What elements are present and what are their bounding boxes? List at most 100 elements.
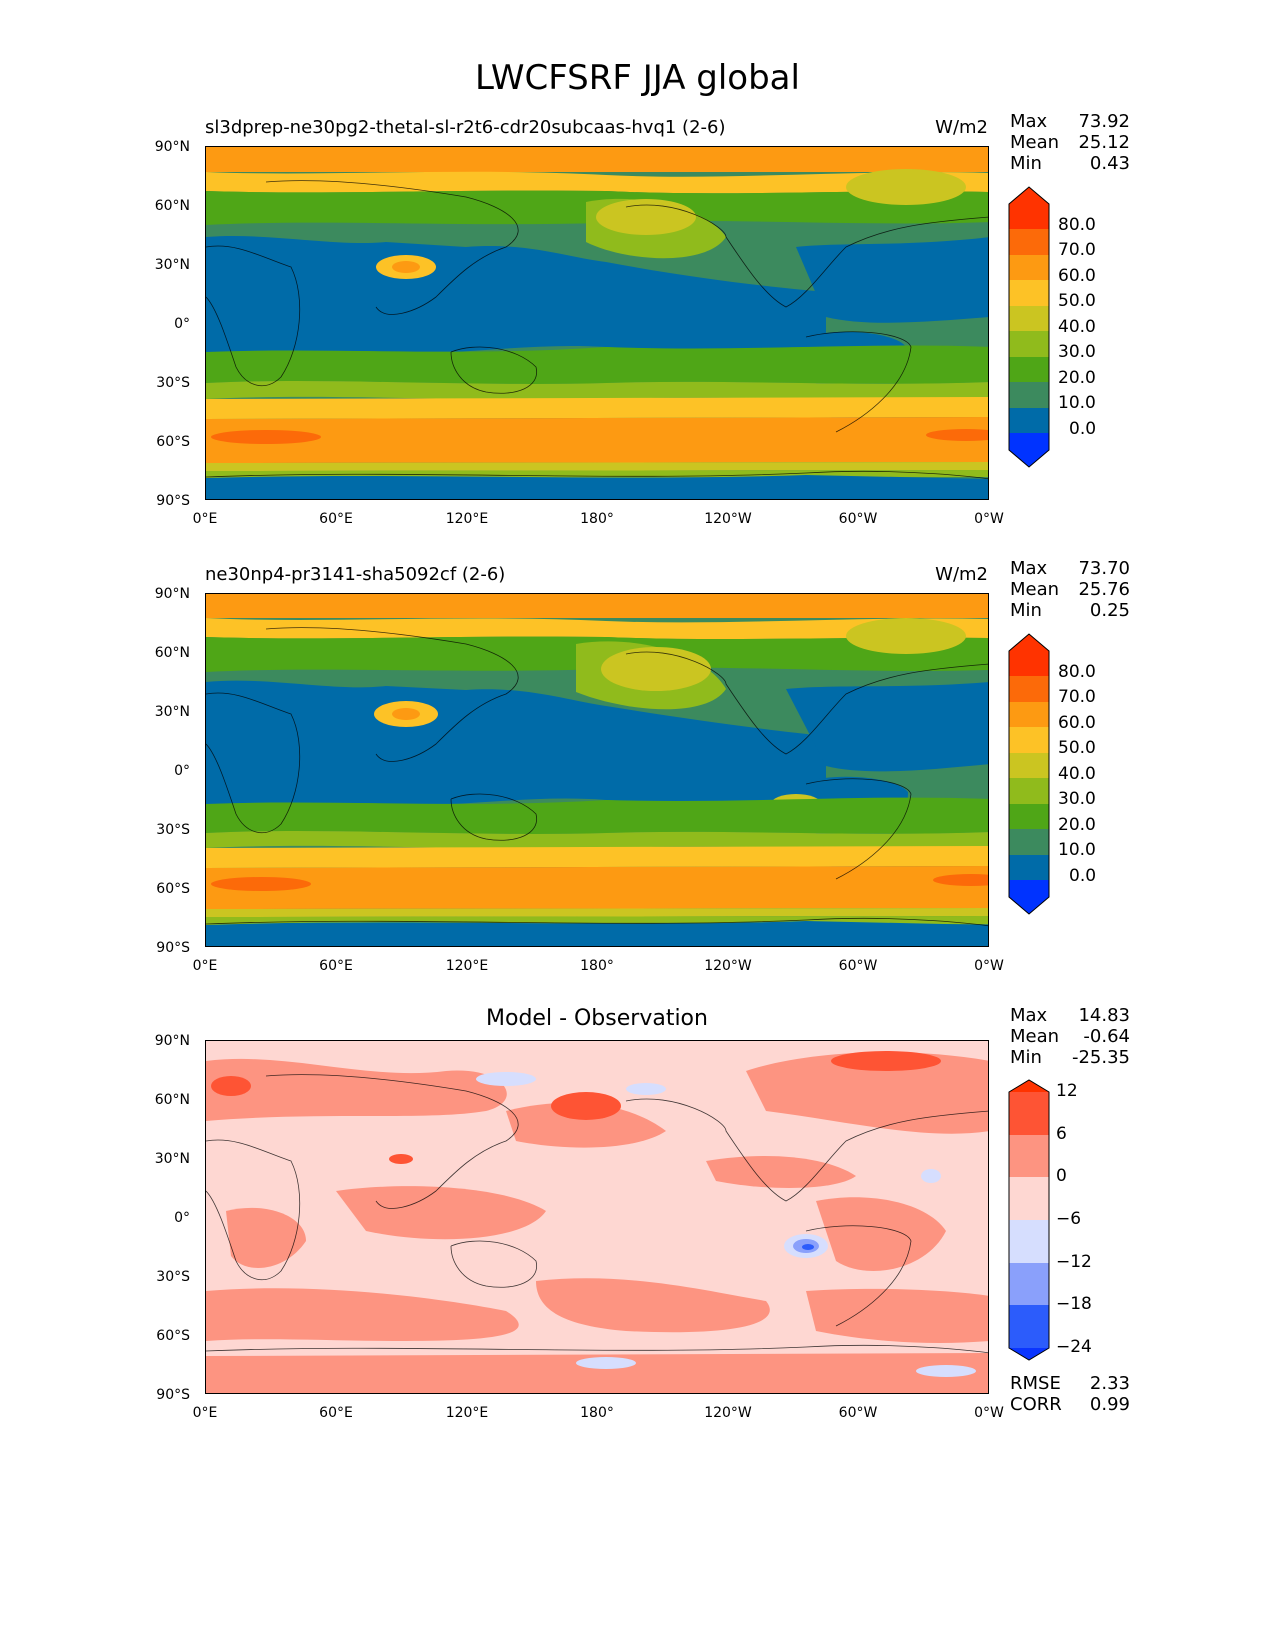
stat-min-label: Min (1010, 1047, 1042, 1068)
colorbar-label: 20.0 (1058, 815, 1096, 835)
colorbar-label: 60.0 (1058, 266, 1096, 286)
lat-tick: 0° (174, 763, 190, 779)
lon-tick: 60°E (319, 1405, 353, 1421)
lon-tick: 120°E (445, 958, 489, 974)
colorbar-label: 50.0 (1058, 738, 1096, 758)
colorbar (1008, 1079, 1050, 1365)
lat-tick: 0° (174, 316, 190, 332)
colorbar-label: 80.0 (1058, 215, 1096, 235)
colorbar-label: 70.0 (1058, 687, 1096, 707)
field-map (206, 147, 988, 499)
lon-tick: 180° (580, 958, 614, 974)
lat-tick: 90°N (154, 586, 190, 602)
colorbar-label: 50.0 (1058, 291, 1096, 311)
lat-tick: 60°S (156, 1328, 190, 1344)
colorbar-label: 10.0 (1058, 840, 1096, 860)
lon-tick: 120°W (704, 511, 752, 527)
difference-map (206, 1041, 988, 1393)
stat-min-value: 0.43 (1089, 153, 1130, 174)
colorbar-label: 40.0 (1058, 764, 1096, 784)
lon-tick: 180° (580, 1405, 614, 1421)
stat-mean-value: 25.12 (1078, 132, 1130, 153)
metric-corr-value: 0.99 (1089, 1394, 1130, 1415)
colorbar-label: 10.0 (1058, 393, 1096, 413)
lat-tick: 30°S (156, 375, 190, 391)
lon-tick: 0°E (192, 1405, 218, 1421)
lat-tick: 60°S (156, 434, 190, 450)
lat-tick: 90°N (154, 1033, 190, 1049)
colorbar-label: 80.0 (1058, 662, 1096, 682)
colorbar-label: 12 (1056, 1081, 1078, 1101)
stat-max-label: Max (1010, 1005, 1048, 1026)
stat-max-value: 73.92 (1078, 111, 1130, 132)
colorbar-label: 0.0 (1069, 419, 1097, 439)
colorbar-label: 6 (1056, 1124, 1067, 1144)
colorbar-label: 0 (1056, 1166, 1067, 1186)
field-map (206, 594, 988, 946)
colorbar-label: 70.0 (1058, 240, 1096, 260)
map-plot-area (205, 1040, 989, 1394)
lat-tick: 0° (174, 1210, 190, 1226)
lat-tick: 90°S (156, 940, 190, 956)
stat-min-label: Min (1010, 153, 1042, 174)
colorbar-label: −12 (1056, 1252, 1092, 1272)
lon-tick: 120°W (704, 1405, 752, 1421)
metric-rmse-label: RMSE (1010, 1373, 1061, 1394)
lat-tick: 30°N (154, 257, 190, 273)
stat-mean-value: -0.64 (1083, 1026, 1130, 1047)
metric-rmse-value: 2.33 (1089, 1373, 1130, 1394)
colorbar-label: 30.0 (1058, 789, 1096, 809)
stat-mean-label: Mean (1010, 579, 1060, 600)
lat-tick: 60°S (156, 881, 190, 897)
lon-tick: 60°W (838, 511, 878, 527)
lat-tick: 30°S (156, 822, 190, 838)
lon-tick: 0°W (974, 511, 1004, 527)
map-plot-area (205, 146, 989, 500)
lon-tick: 120°E (445, 511, 489, 527)
lat-tick: 60°N (154, 645, 190, 661)
colorbar (1008, 186, 1050, 472)
lon-tick: 0°E (192, 958, 218, 974)
lat-tick: 60°N (154, 198, 190, 214)
lon-tick: 180° (580, 511, 614, 527)
lon-tick: 60°W (838, 1405, 878, 1421)
colorbar-label: 20.0 (1058, 368, 1096, 388)
lat-tick: 90°S (156, 493, 190, 509)
lon-tick: 0°E (192, 511, 218, 527)
figure-title: LWCFSRF JJA global (475, 58, 800, 98)
lon-tick: 120°W (704, 958, 752, 974)
colorbar-label: −18 (1056, 1294, 1092, 1314)
stat-max-value: 14.83 (1078, 1005, 1130, 1026)
stat-max-value: 73.70 (1078, 558, 1130, 579)
panel-units: W/m2 (935, 117, 988, 138)
stat-mean-label: Mean (1010, 1026, 1060, 1047)
colorbar (1008, 633, 1050, 919)
lon-tick: 0°W (974, 1405, 1004, 1421)
stat-mean-value: 25.76 (1078, 579, 1130, 600)
panel-title: sl3dprep-ne30pg2-thetal-sl-r2t6-cdr20sub… (205, 117, 726, 138)
stat-max-label: Max (1010, 111, 1048, 132)
panel-units: W/m2 (935, 564, 988, 585)
lat-tick: 30°S (156, 1269, 190, 1285)
lat-tick: 30°N (154, 704, 190, 720)
metric-corr-label: CORR (1010, 1394, 1062, 1415)
lat-tick: 90°S (156, 1387, 190, 1403)
colorbar-label: 60.0 (1058, 713, 1096, 733)
map-plot-area (205, 593, 989, 947)
stat-mean-label: Mean (1010, 132, 1060, 153)
stat-min-value: -25.35 (1071, 1047, 1130, 1068)
stat-max-label: Max (1010, 558, 1048, 579)
colorbar-label: 40.0 (1058, 317, 1096, 337)
lon-tick: 60°E (319, 511, 353, 527)
lon-tick: 60°E (319, 958, 353, 974)
panel-title: Model - Observation (486, 1006, 708, 1031)
colorbar-label: 0.0 (1069, 866, 1097, 886)
stat-min-value: 0.25 (1089, 600, 1130, 621)
panel-title: ne30np4-pr3141-sha5092cf (2-6) (205, 564, 506, 585)
lat-tick: 60°N (154, 1092, 190, 1108)
colorbar-label: 30.0 (1058, 342, 1096, 362)
colorbar-label: −6 (1056, 1209, 1082, 1229)
lon-tick: 120°E (445, 1405, 489, 1421)
stat-min-label: Min (1010, 600, 1042, 621)
lon-tick: 60°W (838, 958, 878, 974)
